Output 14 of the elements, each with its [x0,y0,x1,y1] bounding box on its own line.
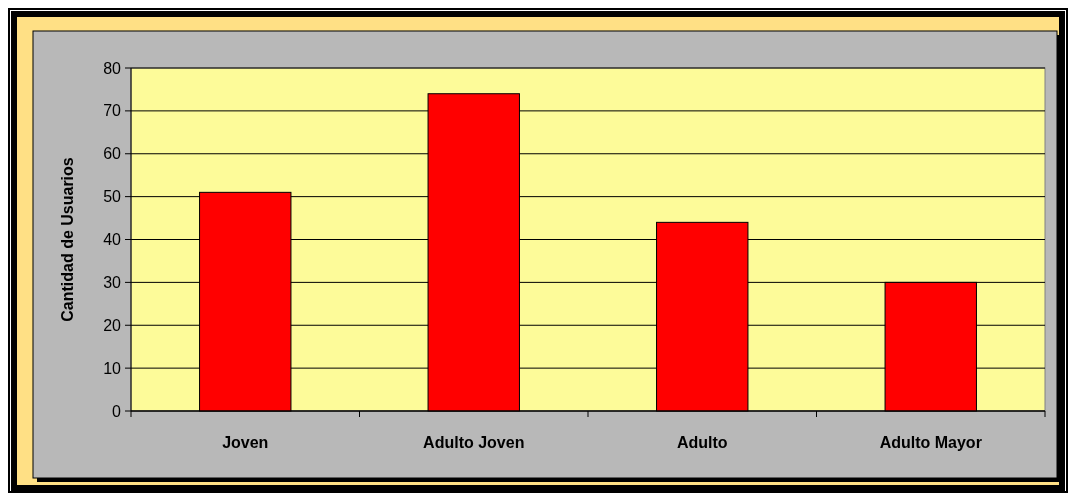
y-tick-label: 30 [103,273,122,291]
y-tick-label: 40 [103,231,122,249]
y-tick-label: 80 [103,59,122,77]
y-tick-label: 10 [103,359,122,377]
y-tick-label: 50 [103,188,122,206]
x-tick-label: Adulto Joven [423,434,525,451]
x-tick-label: Joven [222,434,269,451]
x-tick-label: Adulto [676,434,728,451]
y-axis-title: Cantidad de Usuarios [59,157,76,322]
y-tick-label: 20 [103,316,122,334]
y-tick-label: 60 [103,145,122,163]
x-tick-label: Adulto Mayor [879,434,982,451]
y-tick-label: 0 [112,402,122,420]
y-tick-label: 70 [103,102,122,120]
